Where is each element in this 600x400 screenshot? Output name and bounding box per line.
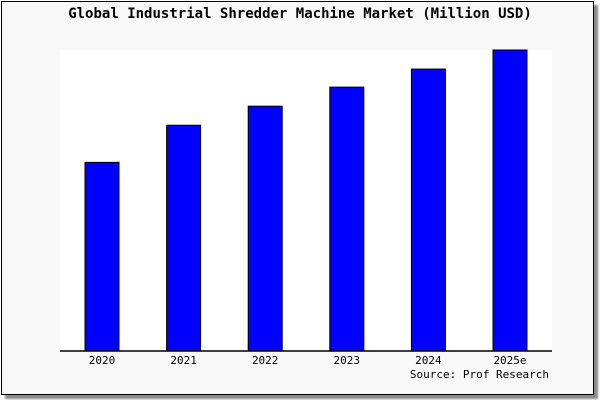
plot-area xyxy=(60,50,552,351)
x-tick-label: 2024 xyxy=(415,354,442,367)
bar-2022 xyxy=(247,105,283,352)
x-tick-label: 2021 xyxy=(170,354,197,367)
bar-2020 xyxy=(84,161,120,352)
bar-2024 xyxy=(410,68,446,352)
chart-title: Global Industrial Shredder Machine Marke… xyxy=(68,6,532,22)
x-tick-label: 2022 xyxy=(252,354,279,367)
bar-2023 xyxy=(329,86,365,352)
bar-2025e xyxy=(492,49,528,352)
source-note: Source: Prof Research xyxy=(409,368,549,381)
x-tick-label: 2023 xyxy=(334,354,361,367)
x-tick-label: 2020 xyxy=(89,354,116,367)
x-tick-label: 2025e xyxy=(493,354,526,367)
bar-2021 xyxy=(166,124,202,352)
